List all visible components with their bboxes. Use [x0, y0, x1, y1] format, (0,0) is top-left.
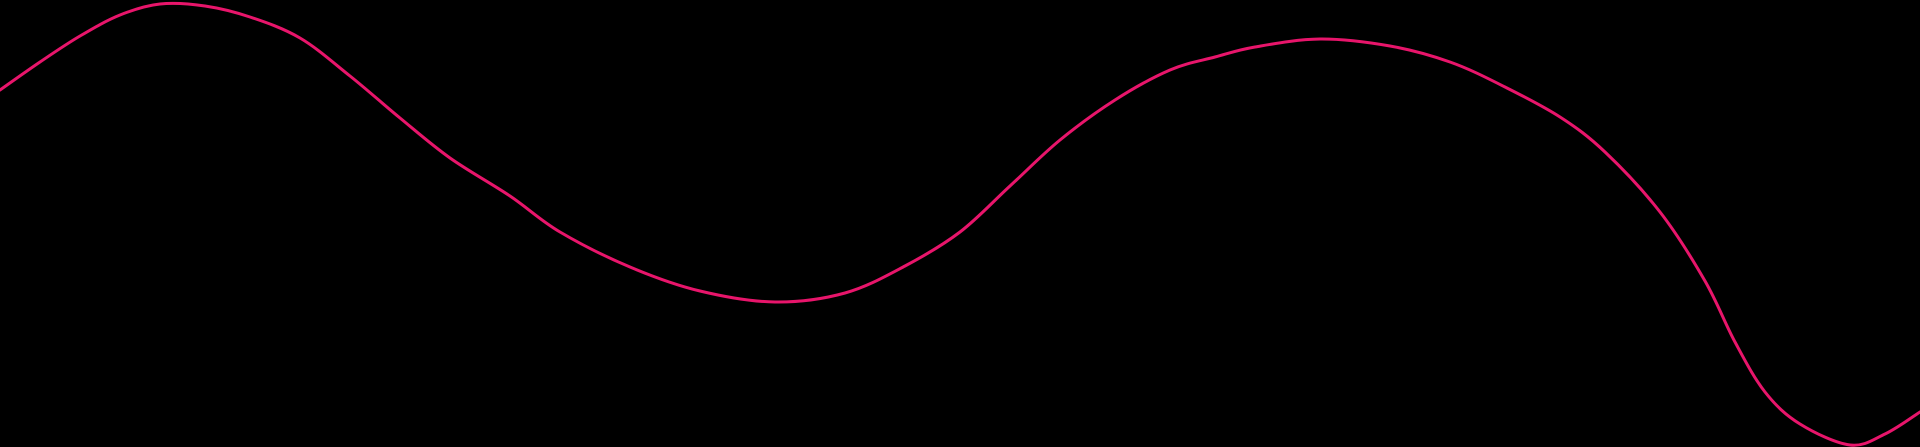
wave-curve-line [0, 1, 1920, 447]
chart-canvas [0, 0, 1920, 447]
wave-curve-plot [0, 0, 1920, 447]
chart-background [0, 0, 1920, 447]
